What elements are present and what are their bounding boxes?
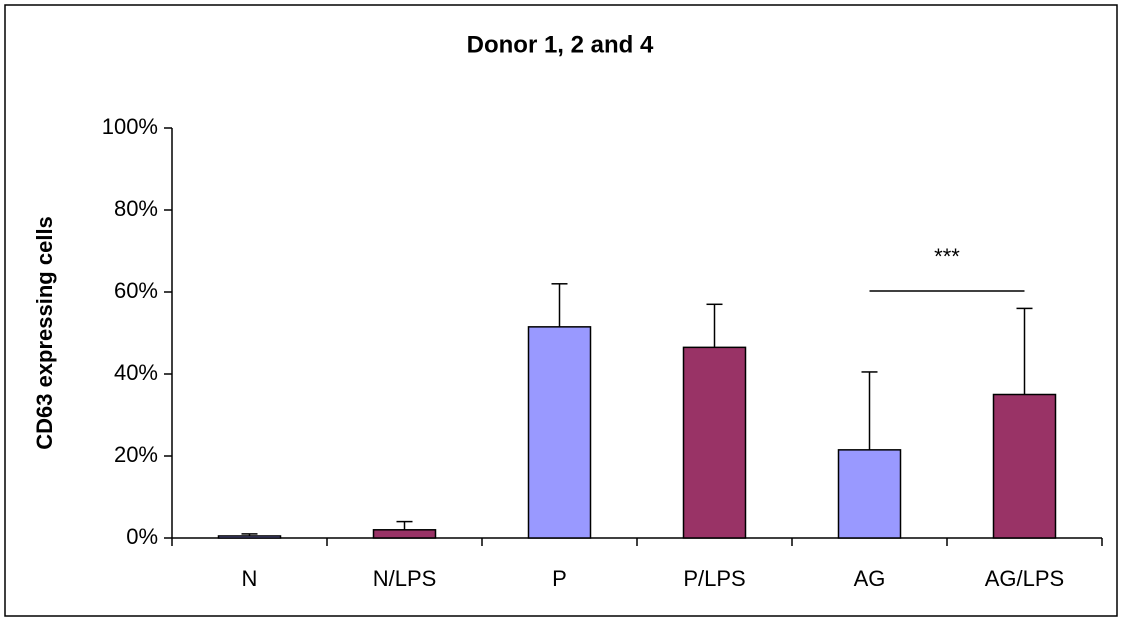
x-tick-label: P [552,566,567,591]
x-tick-label: P/LPS [683,566,745,591]
bar [372,529,437,539]
x-tick-label: AG/LPS [985,566,1064,591]
y-tick-label: 0% [126,524,158,549]
y-tick-label: 60% [114,278,158,303]
bar [837,449,902,539]
bar [217,535,282,539]
chart-title: Donor 1, 2 and 4 [467,31,654,58]
y-tick-label: 40% [114,360,158,385]
y-axis-label: CD63 expressing cells [32,216,57,450]
bar [682,346,747,539]
y-tick-label: 100% [102,114,158,139]
y-tick-label: 20% [114,442,158,467]
x-tick-label: N [242,566,258,591]
annotation: *** [934,244,960,269]
y-tick-label: 80% [114,196,158,221]
x-tick-label: AG [854,566,886,591]
bar [992,393,1057,539]
x-tick-label: N/LPS [373,566,437,591]
bar [527,326,592,539]
